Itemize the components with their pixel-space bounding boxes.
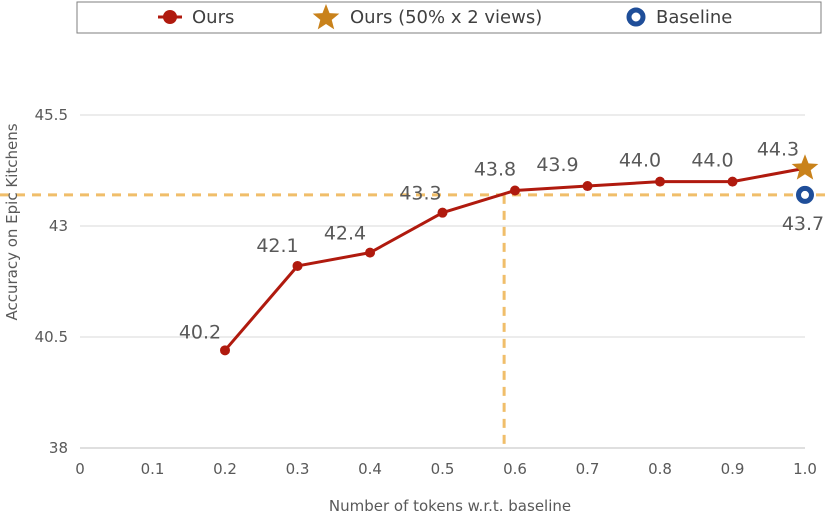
legend: Ours Ours (50% x 2 views) Baseline bbox=[76, 1, 822, 34]
data-label-ours: 40.2 bbox=[179, 321, 221, 343]
data-label-baseline: 43.7 bbox=[782, 213, 824, 235]
point-ours bbox=[220, 345, 230, 356]
legend-box bbox=[76, 1, 822, 34]
point-ours bbox=[727, 176, 738, 187]
data-label-ours: 43.8 bbox=[474, 158, 516, 180]
x-tick-label: 0.5 bbox=[431, 460, 455, 478]
x-tick-label: 0.6 bbox=[503, 460, 527, 478]
series bbox=[220, 154, 819, 356]
x-tick-label: 0.9 bbox=[721, 460, 745, 478]
data-label-ours: 44.0 bbox=[619, 150, 661, 172]
legend-label-baseline: Baseline bbox=[656, 7, 732, 28]
x-tick-label: 0.7 bbox=[576, 460, 600, 478]
y-tick-label: 40.5 bbox=[35, 328, 68, 346]
point-ours bbox=[510, 185, 520, 196]
data-labels: 40.2 42.1 42.4 43.3 43.8 43.9 44.0 44.0 44.3 43.7 bbox=[179, 138, 824, 343]
x-tick-label: 0 bbox=[75, 460, 85, 478]
data-label-ours: 43.3 bbox=[399, 183, 441, 205]
y-tick-label: 43 bbox=[49, 217, 68, 235]
y-tick-label: 38 bbox=[49, 439, 68, 457]
x-tick-label: 0.4 bbox=[358, 460, 382, 478]
point-baseline bbox=[796, 185, 814, 204]
legend-label-ours-2views: Ours (50% x 2 views) bbox=[350, 7, 542, 28]
y-tick-label: 45.5 bbox=[35, 106, 68, 124]
point-ours bbox=[292, 260, 303, 271]
legend-marker-baseline bbox=[626, 7, 646, 27]
legend-label-ours: Ours bbox=[192, 7, 234, 28]
legend-item-baseline: Baseline bbox=[626, 7, 732, 28]
x-axis-title: Number of tokens w.r.t. baseline bbox=[329, 497, 571, 515]
reference-lines bbox=[0, 193, 831, 448]
y-axis-title: Accuracy on Epic Kitchens bbox=[3, 123, 21, 320]
data-label-ours: 43.9 bbox=[536, 154, 578, 176]
point-ours bbox=[437, 207, 448, 218]
x-tick-label: 0.2 bbox=[213, 460, 237, 478]
legend-item-ours-2views: Ours (50% x 2 views) bbox=[312, 4, 542, 30]
gridlines bbox=[80, 114, 805, 449]
axes: 38 40.5 43 45.5 0 0.1 0.2 0.3 0.4 0.5 0.6 0.7 0.8 0.9… bbox=[35, 106, 817, 478]
legend-marker-ours bbox=[163, 10, 177, 24]
point-ours-2views-star bbox=[791, 154, 819, 180]
point-ours bbox=[365, 247, 375, 258]
data-label-ours: 42.4 bbox=[324, 223, 366, 245]
legend-marker-star bbox=[312, 4, 340, 30]
x-tick-label: 0.8 bbox=[648, 460, 672, 478]
x-tick-label: 0.3 bbox=[286, 460, 310, 478]
data-label-ours: 42.1 bbox=[256, 235, 298, 257]
point-ours bbox=[582, 181, 593, 192]
legend-item-ours: Ours bbox=[158, 7, 234, 28]
x-tick-label: 1.0 bbox=[793, 460, 817, 478]
point-ours bbox=[655, 176, 665, 187]
data-label-ours: 44.0 bbox=[691, 150, 733, 172]
data-label-ours-2views: 44.3 bbox=[757, 138, 799, 160]
x-tick-label: 0.1 bbox=[141, 460, 165, 478]
